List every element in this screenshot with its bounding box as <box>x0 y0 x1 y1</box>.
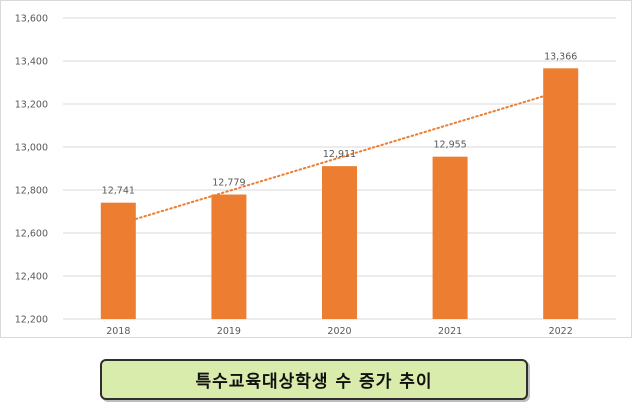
data-label: 13,366 <box>544 51 577 62</box>
trendline-layer <box>134 95 545 220</box>
bars <box>100 68 579 319</box>
x-tick-label: 2019 <box>217 326 241 337</box>
x-tick-label: 2020 <box>327 326 351 337</box>
y-tick-label: 12,200 <box>15 315 48 326</box>
chart-frame: 12,200 12,400 12,600 12,800 13,000 13,200 13,4… <box>0 0 632 338</box>
x-tick-label: 2018 <box>106 326 130 337</box>
data-labels: 12,741 12,779 12,911 12,955 13,366 <box>102 51 578 196</box>
x-tick-label: 2021 <box>438 326 462 337</box>
chart-caption: 특수교육대상학생 수 증가 추이 <box>195 372 433 392</box>
bar <box>100 202 136 319</box>
bar <box>543 68 579 319</box>
bar <box>322 166 357 319</box>
caption-box: 특수교육대상학생 수 증가 추이 <box>100 359 528 400</box>
y-tick-label: 13,400 <box>15 57 48 68</box>
bar-chart: 12,200 12,400 12,600 12,800 13,000 13,200 13,4… <box>15 14 616 337</box>
data-label: 12,779 <box>212 178 245 189</box>
y-tick-label: 13,000 <box>15 143 48 154</box>
y-tick-label: 12,600 <box>15 229 48 240</box>
data-label: 12,741 <box>102 186 135 197</box>
bar <box>211 194 247 319</box>
trendline <box>134 95 545 220</box>
y-tick-label: 12,400 <box>15 272 48 283</box>
data-label: 12,955 <box>433 140 466 151</box>
x-tick-label: 2022 <box>549 326 573 337</box>
y-tick-label: 12,800 <box>15 186 48 197</box>
y-tick-label: 13,600 <box>15 14 48 25</box>
bar <box>432 156 468 319</box>
x-axis-ticks: 2018 2019 2020 2021 2022 <box>106 326 573 337</box>
y-tick-label: 13,200 <box>15 100 48 111</box>
y-axis-ticks: 12,200 12,400 12,600 12,800 13,000 13,200 13,4… <box>15 14 48 326</box>
data-label: 12,911 <box>323 149 356 160</box>
